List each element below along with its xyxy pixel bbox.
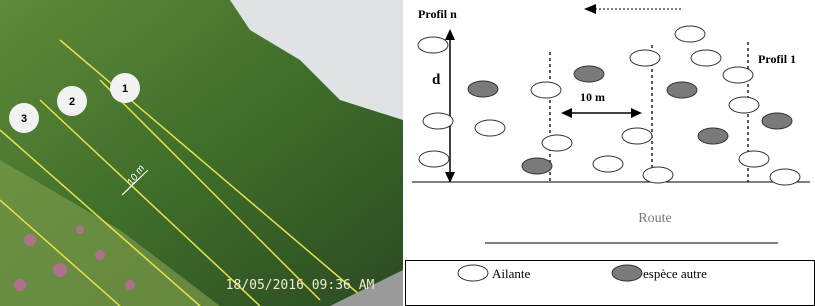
marker: 2 [57,86,87,116]
spacing-label: 10 m [580,90,605,104]
marker: 1 [110,73,140,103]
legend-label: espèce autre [643,266,707,281]
figure: 1 2 3 10 m 18/05/2016 09:36 AM Profil n … [0,0,815,306]
marker-label: 3 [21,113,27,125]
marker: 3 [9,103,39,133]
legend-swatch [458,265,488,281]
marker-label: 1 [122,83,128,95]
profile-1-label: Profil 1 [758,52,796,66]
timestamp: 18/05/2016 09:36 AM [226,278,375,293]
legend-label: Ailante [492,266,530,281]
road-label: Route [638,211,671,226]
diagram: Profil n Profil 1 d 10 m Route [405,0,815,306]
distance-label: d [432,72,441,88]
legend-swatch [612,265,642,281]
marker-label: 2 [69,96,75,108]
photo: 1 2 3 10 m 18/05/2016 09:36 AM [0,0,403,306]
profile-n-label: Profil n [418,7,457,21]
